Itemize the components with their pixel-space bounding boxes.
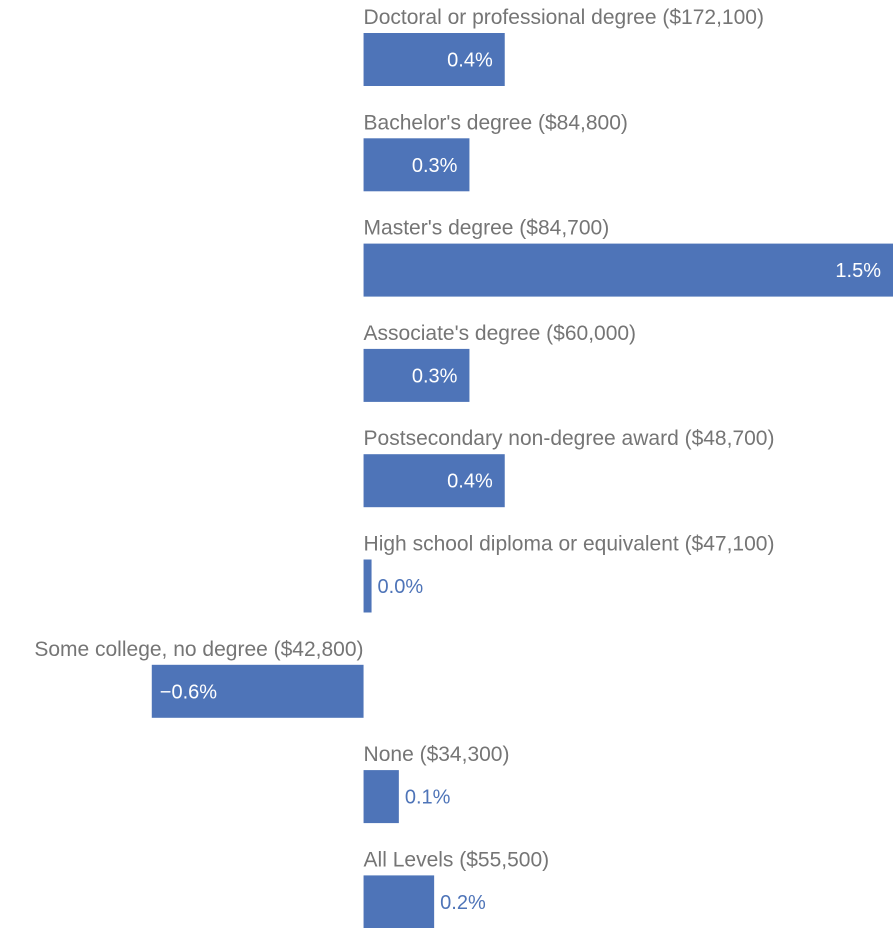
bar: [363, 770, 399, 824]
bar: [363, 559, 372, 613]
category-label: Doctoral or professional degree ($172,10…: [364, 6, 764, 29]
category-label: Bachelor's degree ($84,800): [364, 111, 628, 134]
bar-group-master-s-degree: Master's degree ($84,700) 1.5%: [363, 217, 893, 297]
category-label: High school diploma or equivalent ($47,1…: [364, 533, 775, 556]
bar-group-bachelor-s-degree: Bachelor's degree ($84,800) 0.3%: [363, 111, 628, 192]
value-label: 0.1%: [405, 787, 451, 809]
value-label: 0.3%: [412, 155, 458, 177]
bar-group-high-school-diploma-or-equivalent: High school diploma or equivalent ($47,1…: [363, 533, 775, 613]
value-label: 0.4%: [447, 471, 493, 493]
value-label: 0.3%: [412, 365, 458, 387]
bar-group-some-college-no-degree: Some college, no degree ($42,800) −0.6%: [34, 638, 364, 718]
category-label: All Levels ($55,500): [364, 848, 550, 871]
value-label: 0.0%: [378, 576, 424, 598]
value-label: 0.2%: [440, 892, 486, 914]
category-label: Master's degree ($84,700): [364, 217, 610, 240]
category-label: Postsecondary non-degree award ($48,700): [364, 427, 775, 450]
bar: [151, 664, 364, 718]
value-label: −0.6%: [160, 681, 217, 703]
bar: [363, 454, 505, 508]
bar: [363, 875, 435, 928]
bar: [363, 243, 893, 297]
value-label: 1.5%: [835, 260, 881, 282]
bar: [363, 348, 470, 402]
category-label: None ($34,300): [364, 743, 510, 766]
bar-group-doctoral-or-professional-degree: Doctoral or professional degree ($172,10…: [363, 6, 764, 86]
bar-group-none: None ($34,300) 0.1%: [363, 743, 510, 824]
category-label: Some college, no degree ($42,800): [34, 638, 363, 661]
bar-group-associate-s-degree: Associate's degree ($60,000) 0.3%: [363, 322, 637, 402]
value-label: 0.4%: [447, 50, 493, 72]
bar-group-postsecondary-non-degree-award: Postsecondary non-degree award ($48,700)…: [363, 427, 775, 508]
bar: [363, 33, 505, 86]
bar: [363, 138, 470, 192]
bar-group-all-levels: All Levels ($55,500) 0.2%: [363, 848, 550, 928]
category-label: Associate's degree ($60,000): [364, 322, 637, 345]
